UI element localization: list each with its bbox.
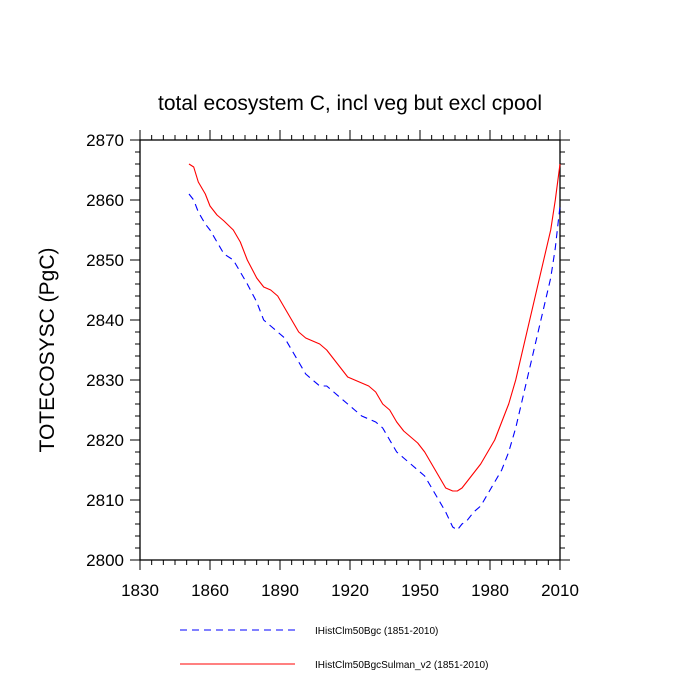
x-tick-label: 1890	[261, 581, 299, 600]
axis-tick-labels: 1830 1860 1890 1920 1950 1980 2010 2800 2810 2820…	[86, 131, 579, 600]
series-lines	[188, 163, 561, 531]
y-tick-label: 2820	[86, 431, 124, 450]
y-tick-label: 2810	[86, 491, 124, 510]
y-tick-label: 2830	[86, 371, 124, 390]
y-axis-label: TOTECOSYSC (PgC)	[36, 248, 59, 453]
x-tick-label: 1920	[331, 581, 369, 600]
chart-title: total ecosystem C, incl veg but excl cpo…	[158, 92, 542, 115]
x-tick-label: 2010	[541, 581, 579, 600]
series-line-1	[188, 193, 561, 531]
x-tick-label: 1860	[191, 581, 229, 600]
legend: IHistClm50Bgc (1851-2010) IHistClm50BgcSu…	[180, 626, 488, 671]
y-tick-label: 2800	[86, 551, 124, 570]
x-tick-label: 1830	[121, 581, 159, 600]
x-tick-label: 1980	[471, 581, 509, 600]
plot-border	[139, 139, 561, 561]
y-tick-label: 2850	[86, 251, 124, 270]
plot-frame	[139, 139, 561, 561]
axis-ticks	[130, 130, 570, 570]
legend-label-1: IHistClm50Bgc (1851-2010)	[315, 626, 438, 637]
legend-label-2: IHistClm50BgcSulman_v2 (1851-2010)	[315, 660, 488, 671]
series-line-2	[188, 163, 561, 492]
y-tick-label: 2840	[86, 311, 124, 330]
y-tick-label: 2870	[86, 131, 124, 150]
y-tick-label: 2860	[86, 191, 124, 210]
x-tick-label: 1950	[401, 581, 439, 600]
